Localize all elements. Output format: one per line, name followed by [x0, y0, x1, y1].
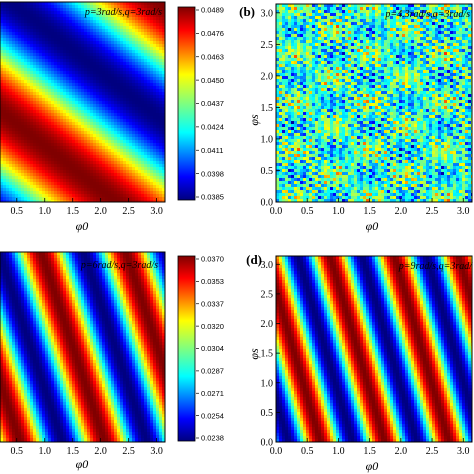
x-tick-label: 3.0: [150, 206, 163, 217]
heatmap-b: [276, 4, 472, 202]
x-tick-label: 2.5: [426, 206, 439, 217]
colorbar-tick-label: 0.0411: [201, 146, 223, 155]
colorbar-a: [177, 6, 196, 201]
y-axis-label-b: φs: [247, 114, 261, 126]
panel-c: 0.5 1.0 1.5 2.0 2.5 3.0 p=6rad/s,q=3rad/s φ0 …: [0, 251, 224, 471]
y-tick-label: 1.0: [261, 378, 274, 389]
x-tick-label: 1.5: [66, 206, 79, 217]
colorbar-tick-label: 0.0353: [201, 277, 224, 286]
x-tick-label: 0.5: [301, 446, 314, 457]
x-tick-label: 1.0: [332, 446, 345, 457]
x-tick-label: 2.0: [94, 446, 107, 457]
x-axis-label-a: φ0: [76, 219, 89, 233]
x-tick-label: 0.0: [270, 206, 283, 217]
colorbar-tick-label: 0.0337: [201, 299, 224, 308]
y-tick-label: 0.5: [261, 408, 274, 419]
x-ticks-b: 0.0 0.5 1.0 1.5 2.0 2.5 3.0: [270, 198, 470, 217]
x-tick-label: 2.5: [122, 446, 135, 457]
colorbar-tick-label: 0.0450: [201, 76, 224, 85]
panel-b: (b) 0.0 0.5 1.0 1.5 2.0 2.5 3.0 0.0 0.5 1.0 1.5 2.…: [239, 3, 473, 233]
colorbar-ticks-a: 0.0489 0.0476 0.0463 0.0450 0.0437 0.0424 0.04…: [196, 6, 224, 202]
y-tick-label: 0.0: [261, 438, 274, 449]
colorbar-tick-label: 0.0238: [201, 434, 224, 443]
colorbar-c: [177, 255, 196, 442]
x-tick-label: 0.5: [301, 206, 314, 217]
x-tick-label: 2.0: [94, 206, 107, 217]
annotation-d: p=9rad/s,q=3rad/: [398, 261, 473, 272]
colorbar-tick-label: 0.0320: [201, 322, 224, 331]
x-ticks-d: 0.0 0.5 1.0 1.5 2.0 2.5 3.0: [270, 438, 470, 457]
colorbar-ticks-c: 0.0370 0.0353 0.0337 0.0320 0.0304 0.0287 0.02…: [196, 255, 224, 443]
x-tick-label: 2.0: [395, 206, 408, 217]
x-tick-label: 0.5: [11, 446, 24, 457]
y-tick-label: 1.5: [261, 349, 274, 360]
colorbar-tick-label: 0.0424: [201, 123, 224, 132]
x-tick-label: 1.0: [38, 446, 51, 457]
x-tick-label: 1.5: [363, 206, 376, 217]
panel-label-d: (d): [246, 252, 262, 267]
colorbar-tick-label: 0.0398: [201, 169, 224, 178]
colorbar-tick-label: 0.0489: [201, 6, 224, 15]
colorbar-tick-label: 0.0254: [201, 411, 224, 420]
x-tick-label: 1.5: [66, 446, 79, 457]
x-tick-label: 3.0: [457, 206, 470, 217]
heatmap-c: [0, 252, 165, 442]
x-axis-label-b: φ0: [366, 219, 379, 233]
colorbar-tick-label: 0.0476: [201, 29, 224, 38]
panel-label-b: (b): [239, 4, 255, 19]
annotation-c: p=6rad/s,q=3rad/s: [80, 260, 158, 271]
x-tick-label: 2.0: [395, 446, 408, 457]
colorbar-tick-label: 0.0437: [201, 99, 224, 108]
x-tick-label: 1.0: [38, 206, 51, 217]
y-tick-label: 2.5: [261, 289, 274, 300]
x-tick-label: 0.0: [270, 446, 283, 457]
colorbar-tick-label: 0.0287: [201, 367, 224, 376]
y-tick-label: 2.0: [261, 71, 274, 82]
panel-a: 0.5 1.0 1.5 2.0 2.5 3.0 p=3rad/s,q=3rad/s φ0 …: [0, 1, 224, 233]
x-axis-label-c: φ0: [76, 457, 89, 471]
y-tick-label: 2.5: [261, 40, 274, 51]
y-tick-label: 0.0: [261, 198, 274, 209]
y-tick-label: 3.0: [261, 260, 274, 271]
heatmap-a: [0, 2, 165, 202]
y-tick-label: 1.0: [261, 134, 274, 145]
y-tick-label: 3.0: [261, 8, 274, 19]
colorbar-tick-label: 0.0271: [201, 389, 224, 398]
y-ticks-d: 0.0 0.5 1.0 1.5 2.0 2.5 3.0: [261, 260, 280, 449]
x-ticks-c: 0.5 1.0 1.5 2.0 2.5 3.0: [11, 438, 163, 457]
colorbar-tick-label: 0.0385: [201, 193, 224, 202]
colorbar-tick-label: 0.0463: [201, 52, 224, 61]
x-tick-label: 2.5: [122, 206, 135, 217]
y-tick-label: 2.0: [261, 319, 274, 330]
x-axis-label-d: φ0: [366, 459, 379, 473]
y-tick-label: 1.5: [261, 103, 274, 114]
x-tick-label: 3.0: [150, 446, 163, 457]
annotation-a: p=3rad/s,q=3rad/s: [84, 7, 162, 18]
panel-d: (d) 0.0 0.5 1.0 1.5 2.0 2.5 3.0 0.0 0.5 1.0 1.5 2.…: [246, 252, 473, 473]
y-ticks-b: 0.0 0.5 1.0 1.5 2.0 2.5 3.0: [261, 8, 280, 209]
x-tick-label: 0.5: [11, 206, 24, 217]
x-ticks-a: 0.5 1.0 1.5 2.0 2.5 3.0: [11, 198, 163, 217]
annotation-b: p=4.3rad/s,q=3rad/s: [384, 9, 470, 20]
heatmap-d: [276, 256, 472, 442]
x-tick-label: 3.0: [457, 446, 470, 457]
colorbar-tick-label: 0.0304: [201, 344, 224, 353]
x-tick-label: 1.0: [332, 206, 345, 217]
colorbar-tick-label: 0.0370: [201, 255, 224, 264]
x-tick-label: 1.5: [363, 446, 376, 457]
y-axis-label-d: φs: [247, 348, 261, 360]
x-tick-label: 2.5: [426, 446, 439, 457]
y-tick-label: 0.5: [261, 166, 274, 177]
